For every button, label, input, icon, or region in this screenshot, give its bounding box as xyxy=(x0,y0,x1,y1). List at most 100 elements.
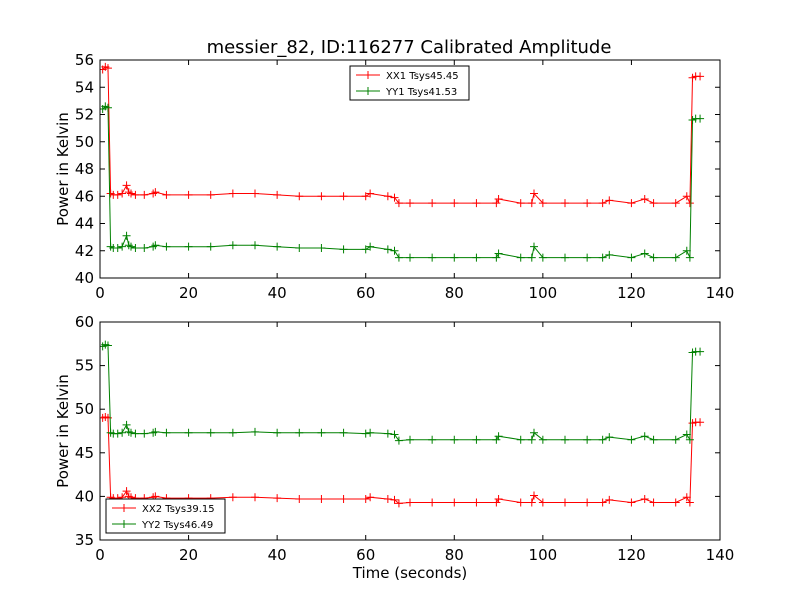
data-point xyxy=(228,241,237,250)
data-point xyxy=(361,495,370,504)
x-tick-label: 0 xyxy=(95,546,105,564)
data-point xyxy=(366,428,375,437)
legend-box xyxy=(349,65,470,101)
data-point xyxy=(450,199,459,208)
data-point xyxy=(184,242,193,251)
data-point xyxy=(394,499,403,508)
data-point xyxy=(113,429,122,438)
data-point xyxy=(206,242,215,251)
data-point xyxy=(251,427,259,436)
data-point xyxy=(113,190,122,199)
legend-label: XX2 Tsys39.15 xyxy=(142,504,215,515)
data-point xyxy=(671,253,680,262)
data-point xyxy=(184,428,193,437)
data-point xyxy=(527,435,536,444)
x-tick-label: 60 xyxy=(356,546,375,564)
data-point xyxy=(361,245,370,254)
data-point xyxy=(122,181,131,190)
data-point xyxy=(339,428,348,437)
data-point xyxy=(627,199,636,208)
legend: XX1 Tsys45.45 YY1 Tsys41.53 xyxy=(349,65,470,101)
data-point xyxy=(131,429,140,438)
x-tick-label: 120 xyxy=(617,284,646,302)
data-point xyxy=(390,193,399,202)
data-point xyxy=(640,495,649,504)
data-point xyxy=(366,189,375,198)
data-point xyxy=(103,341,112,350)
data-point xyxy=(317,192,326,201)
y-axis-label: Power in Kelvin xyxy=(54,374,72,488)
data-point xyxy=(383,192,392,201)
data-point xyxy=(516,253,525,262)
y-tick-label: 54 xyxy=(75,78,94,96)
data-point xyxy=(685,199,694,208)
data-point xyxy=(561,253,569,262)
data-point xyxy=(118,242,127,251)
data-point xyxy=(228,189,237,198)
data-point xyxy=(390,495,399,504)
x-tick-label: 140 xyxy=(706,284,735,302)
data-point xyxy=(627,498,636,507)
data-point xyxy=(450,498,459,507)
legend: XX2 Tsys39.15 YY2 Tsys46.49 xyxy=(105,498,226,534)
data-point xyxy=(649,253,658,262)
data-point xyxy=(251,493,259,502)
axes-frame xyxy=(99,321,721,541)
y-tick-label: 56 xyxy=(75,51,94,69)
data-point xyxy=(113,244,122,253)
x-tick-label: 80 xyxy=(445,284,464,302)
data-point xyxy=(538,253,547,262)
data-point xyxy=(472,199,481,208)
data-point xyxy=(428,498,437,507)
data-point xyxy=(361,429,370,438)
data-point xyxy=(339,495,348,504)
data-point xyxy=(103,64,112,73)
data-point xyxy=(527,253,536,262)
data-point xyxy=(273,494,282,503)
data-point xyxy=(127,428,135,437)
data-point xyxy=(530,189,538,198)
y-tick-label: 48 xyxy=(75,160,94,178)
y-tick-label: 50 xyxy=(75,133,94,151)
y-tick-label: 50 xyxy=(75,400,94,418)
data-point xyxy=(561,199,569,208)
legend-box xyxy=(105,498,226,534)
data-point xyxy=(472,498,481,507)
data-point xyxy=(151,241,160,250)
y-tick-label: 35 xyxy=(75,531,94,549)
data-point xyxy=(627,253,636,262)
data-point xyxy=(273,242,282,251)
data-point xyxy=(127,242,135,251)
data-point xyxy=(131,244,140,253)
y-tick-label: 46 xyxy=(75,187,94,205)
data-point xyxy=(492,199,501,208)
data-point xyxy=(122,231,131,240)
data-point xyxy=(428,199,437,208)
x-tick-label: 120 xyxy=(617,546,646,564)
data-point xyxy=(685,435,694,444)
data-point xyxy=(295,192,304,201)
legend-label: XX1 Tsys45.45 xyxy=(386,71,459,82)
y-tick-label: 55 xyxy=(75,357,94,375)
chart-title: messier_82, ID:116277 Calibrated Amplitu… xyxy=(207,37,612,58)
data-point xyxy=(122,487,131,496)
data-point xyxy=(151,427,160,436)
data-point xyxy=(273,190,282,199)
data-point xyxy=(685,253,694,262)
data-point xyxy=(295,495,304,504)
data-point xyxy=(516,199,525,208)
data-point xyxy=(696,418,705,427)
data-point xyxy=(494,432,503,441)
y-tick-label: 42 xyxy=(75,242,94,260)
data-point xyxy=(394,436,403,445)
y-axis-label: Power in Kelvin xyxy=(54,112,72,226)
data-point xyxy=(140,429,149,438)
data-point xyxy=(494,249,503,258)
y-tick-label: 44 xyxy=(75,215,94,233)
data-point xyxy=(390,246,399,255)
legend-marker xyxy=(364,87,372,95)
data-point xyxy=(583,498,592,507)
data-point xyxy=(671,498,680,507)
data-point xyxy=(494,194,503,203)
x-tick-label: 60 xyxy=(356,284,375,302)
